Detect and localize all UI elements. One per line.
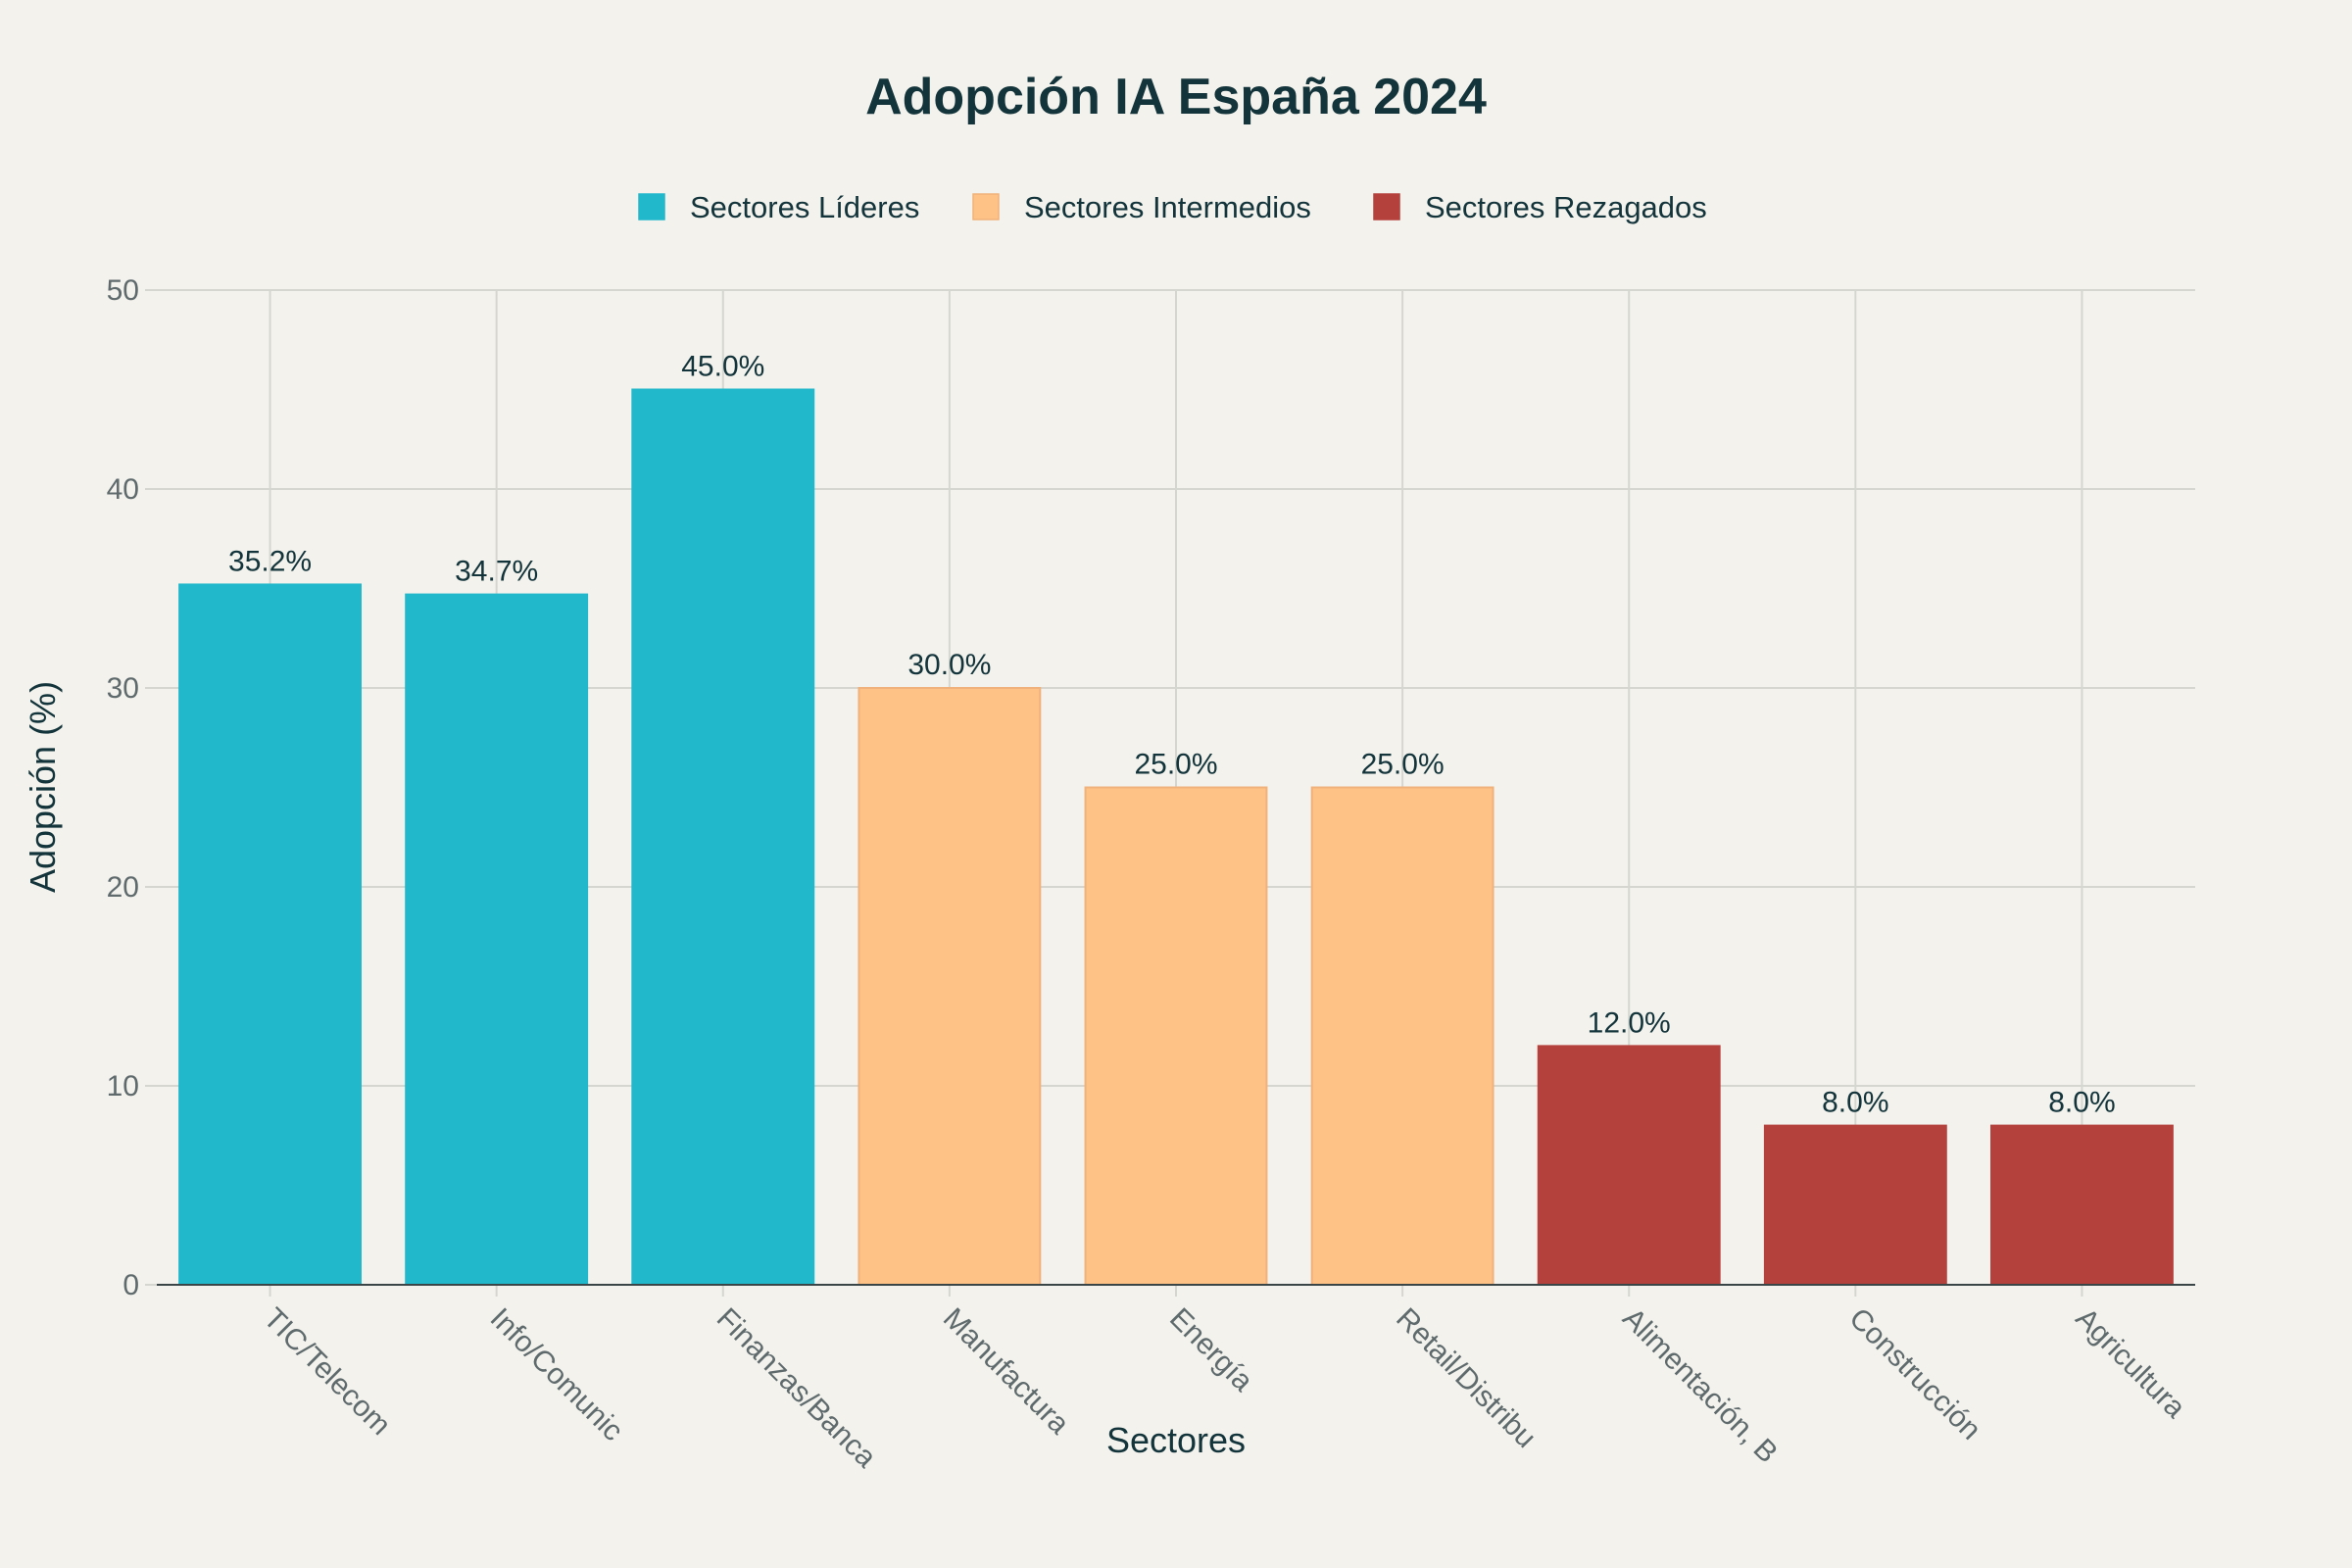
bar-info-comunic[interactable] — [405, 593, 589, 1286]
legend-item-2[interactable]: Sectores Intermedios — [972, 190, 1311, 224]
y-axis-ticks: 0 10 20 30 40 50 — [107, 274, 157, 1301]
bars — [178, 388, 2174, 1287]
legend-label: Sectores Intermedios — [1024, 190, 1311, 224]
chart-title: Adopción IA España 2024 — [865, 69, 1487, 125]
y-axis-title: Adopción (%) — [23, 681, 63, 893]
data-label: 25.0% — [1134, 749, 1217, 781]
legend-swatch — [1373, 193, 1400, 220]
x-tick-label: Finanzas/Banca — [710, 1302, 883, 1475]
x-tick-label: Retail/Distribu — [1390, 1302, 1542, 1454]
x-tick-label: Agricultura — [2069, 1302, 2191, 1425]
bar-manufactura[interactable] — [858, 687, 1042, 1286]
y-tick-label: 40 — [107, 473, 139, 506]
y-tick-label: 0 — [122, 1269, 139, 1301]
x-axis-title: Sectores — [1106, 1420, 1246, 1460]
x-tick-label: Construcción — [1842, 1302, 1986, 1446]
x-tick-label: Info/Comunic — [484, 1302, 629, 1447]
y-tick-label: 10 — [107, 1070, 139, 1102]
bar-tic-telecom[interactable] — [178, 583, 362, 1286]
data-label: 25.0% — [1361, 749, 1445, 781]
legend-item-3[interactable]: Sectores Rezagados — [1373, 190, 1707, 224]
y-tick-label: 30 — [107, 672, 139, 705]
legend: Sectores Líderes Sectores Intermedios Sect… — [638, 190, 1707, 224]
data-label: 30.0% — [907, 649, 991, 681]
data-label: 8.0% — [2048, 1087, 2115, 1119]
bar-energ-a[interactable] — [1084, 786, 1268, 1286]
x-tick-label: Energía — [1163, 1302, 1259, 1398]
data-label: 34.7% — [455, 556, 538, 588]
data-label: 8.0% — [1822, 1087, 1888, 1119]
data-labels: 35.2% 34.7% 45.0% 30.0% 25.0% 25.0% 12.0% 8.0% 8… — [228, 351, 2116, 1119]
y-tick-label: 20 — [107, 871, 139, 904]
data-label: 35.2% — [228, 545, 312, 577]
x-tick-label: TIC/Telecom — [258, 1302, 397, 1442]
bar-alimentaci-n-b[interactable] — [1537, 1045, 1721, 1287]
legend-label: Sectores Rezagados — [1425, 190, 1707, 224]
legend-item-1[interactable]: Sectores Líderes — [638, 190, 919, 224]
bar-construcci-n[interactable] — [1763, 1124, 1947, 1286]
bar-agricultura[interactable] — [1990, 1124, 2174, 1286]
y-tick-label: 50 — [107, 274, 139, 307]
data-label: 45.0% — [681, 351, 764, 383]
x-tick-label: Manufactura — [937, 1302, 1075, 1441]
legend-swatch — [638, 193, 665, 220]
data-label: 12.0% — [1588, 1006, 1671, 1039]
bar-retail-distribu[interactable] — [1310, 786, 1494, 1286]
legend-label: Sectores Líderes — [690, 190, 919, 224]
bar-finanzas-banca[interactable] — [631, 388, 815, 1286]
legend-swatch — [972, 193, 1000, 220]
x-tick-label: Alimentación, B — [1616, 1302, 1784, 1470]
